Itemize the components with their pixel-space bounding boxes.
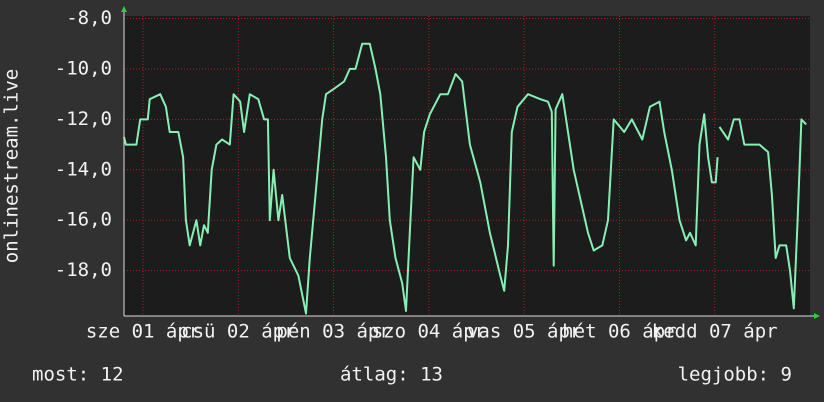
- x-tick-label: kedd 07 ápr: [652, 321, 778, 343]
- y-axis-label: onlinestream.live: [1, 69, 23, 263]
- x-tick-label: hét 06 ápr: [562, 321, 676, 343]
- x-axis-arrow: [814, 313, 820, 319]
- legend-best: legjobb: 9: [678, 364, 792, 386]
- y-tick-label: -10,0: [55, 57, 112, 79]
- legend-average: átlag: 13: [340, 364, 443, 386]
- y-tick-label: -8,0: [66, 7, 112, 29]
- x-tick-label: csü 02 ápr: [181, 321, 295, 343]
- x-tick-label: vas 05 ápr: [467, 321, 581, 343]
- data-line: [123, 42, 807, 315]
- y-tick-label: -12,0: [55, 108, 112, 130]
- x-tick-label: pén 03 ápr: [276, 321, 390, 343]
- y-axis-arrow: [121, 6, 127, 12]
- y-tick-label: -14,0: [55, 158, 112, 180]
- x-tick-label: sze 01 ápr: [86, 321, 200, 343]
- legend-current: most: 12: [32, 364, 124, 386]
- x-tick-label: szo 04 ápr: [372, 321, 486, 343]
- y-tick-label: -16,0: [55, 209, 112, 231]
- y-tick-label: -18,0: [55, 259, 112, 281]
